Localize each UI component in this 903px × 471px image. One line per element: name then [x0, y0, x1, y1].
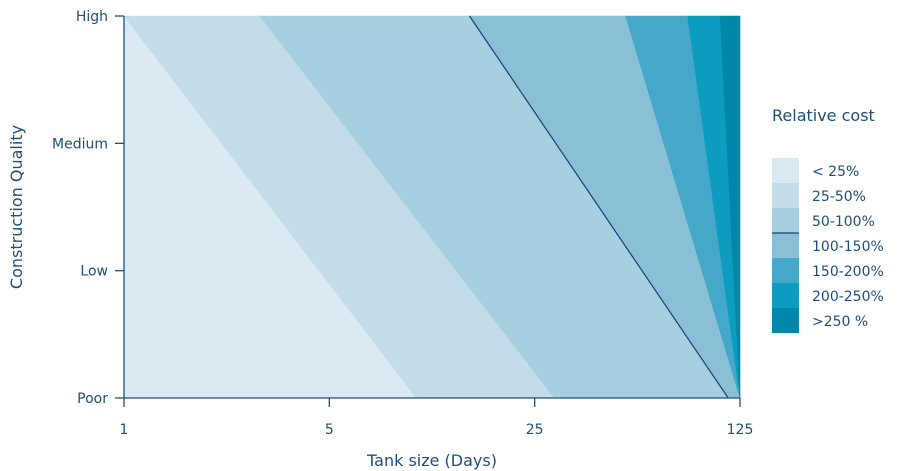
x-axis-title: Tank size (Days) — [366, 451, 497, 470]
legend-swatch — [772, 233, 799, 258]
contour-region — [719, 15, 741, 399]
legend-swatch — [772, 258, 799, 283]
x-tick-label: 5 — [325, 422, 334, 438]
legend-label: 150-200% — [812, 264, 884, 280]
x-tick-label: 25 — [526, 422, 544, 438]
legend-label: 50-100% — [812, 214, 875, 230]
legend-entries: < 25% 25-50% 50-100% 100-150% 150-200% 200-25… — [772, 158, 884, 333]
contour-regions — [123, 15, 741, 399]
legend-swatch — [772, 183, 799, 208]
y-tick-label: Medium — [52, 136, 108, 152]
x-tick-label: 125 — [727, 422, 754, 438]
y-tick-label: Low — [80, 264, 108, 280]
legend-swatch — [772, 208, 799, 233]
legend-label: 100-150% — [812, 239, 884, 255]
y-axis-title: Construction Quality — [7, 125, 26, 289]
legend-label: >250 % — [812, 314, 868, 330]
axes: Poor Low Medium High 1 5 25 125 — [52, 9, 753, 438]
x-axis-ticks: 1 5 25 125 — [120, 398, 754, 438]
legend-label: < 25% — [812, 164, 859, 180]
y-axis-ticks: Poor Low Medium High — [52, 9, 124, 407]
legend-swatch — [772, 283, 799, 308]
x-tick-label: 1 — [120, 422, 129, 438]
legend: Relative cost < 25% 25-50% 50-100% 100-150%… — [772, 106, 884, 333]
legend-label: 200-250% — [812, 289, 884, 305]
y-tick-label: High — [76, 9, 108, 25]
legend-swatch — [772, 308, 799, 333]
contour-line-100-percent — [468, 15, 729, 399]
legend-label: 25-50% — [812, 189, 866, 205]
y-tick-label: Poor — [77, 391, 108, 407]
legend-title: Relative cost — [772, 106, 875, 125]
legend-swatch — [772, 158, 799, 183]
